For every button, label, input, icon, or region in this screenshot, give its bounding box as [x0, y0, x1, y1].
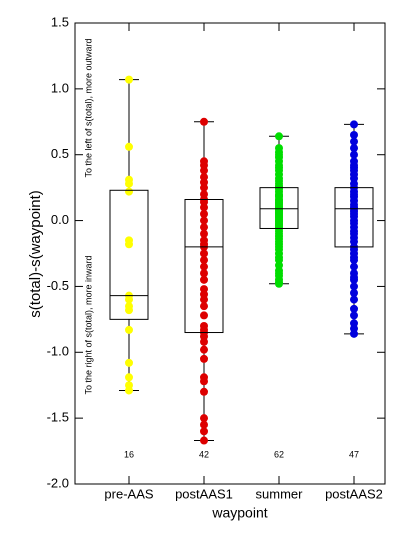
data-point: [200, 256, 208, 265]
data-point: [200, 262, 208, 271]
y-tick-label: -0.5: [47, 278, 69, 293]
data-point: [350, 304, 358, 313]
x-axis-label: waypoint: [211, 505, 267, 521]
data-point: [350, 329, 358, 338]
data-point: [200, 420, 208, 429]
data-point: [350, 311, 358, 320]
data-point: [200, 203, 208, 212]
data-point: [200, 427, 208, 436]
y-tick-label: 0.5: [51, 146, 69, 161]
x-tick-label: summer: [256, 486, 304, 501]
data-point: [350, 130, 358, 139]
data-point: [125, 187, 133, 196]
y-tick-label: 0.0: [51, 212, 69, 227]
count-label: 16: [124, 449, 134, 459]
data-point: [200, 209, 208, 218]
data-point: [200, 183, 208, 192]
data-point: [125, 179, 133, 188]
data-point: [200, 117, 208, 126]
annotation: To the left of s(total), more outward: [83, 38, 93, 177]
data-point: [200, 295, 208, 304]
data-point: [200, 269, 208, 278]
data-point: [125, 373, 133, 382]
data-point: [350, 295, 358, 304]
y-tick-label: 1.5: [51, 14, 69, 29]
data-point: [200, 216, 208, 225]
y-tick-label: -1.0: [47, 344, 69, 359]
data-point: [350, 150, 358, 159]
box: [334, 187, 374, 248]
data-point: [200, 275, 208, 284]
data-point: [125, 295, 133, 304]
data-point: [125, 325, 133, 334]
y-tick-label: 1.0: [51, 80, 69, 95]
box: [184, 198, 224, 334]
data-point: [350, 262, 358, 271]
data-point: [200, 166, 208, 175]
data-point: [275, 279, 283, 288]
box: [259, 187, 299, 229]
data-point: [350, 282, 358, 291]
data-point: [200, 414, 208, 423]
box: [109, 189, 149, 320]
data-point: [350, 289, 358, 298]
data-point: [200, 345, 208, 354]
data-point: [200, 436, 208, 445]
data-point: [200, 387, 208, 396]
data-point: [350, 137, 358, 146]
y-tick-label: -1.5: [47, 410, 69, 425]
data-point: [350, 256, 358, 265]
data-point: [350, 275, 358, 284]
data-point: [200, 354, 208, 363]
count-label: 62: [274, 449, 284, 459]
data-point: [200, 377, 208, 386]
data-point: [125, 142, 133, 151]
y-tick-label: -2.0: [47, 475, 69, 490]
data-point: [200, 229, 208, 238]
data-point: [350, 120, 358, 129]
data-point: [200, 311, 208, 320]
data-point: [125, 240, 133, 249]
x-tick-label: pre-AAS: [104, 486, 153, 501]
annotation: To the right of s(total), more inward: [83, 255, 93, 394]
plot-frame: [74, 22, 386, 485]
data-point: [275, 132, 283, 141]
y-axis-label: s(total)-s(waypoint): [27, 190, 44, 318]
data-point: [125, 75, 133, 84]
data-point: [200, 337, 208, 346]
data-point: [125, 386, 133, 395]
data-point: [200, 302, 208, 311]
data-point: [200, 249, 208, 258]
x-tick-label: postAAS2: [325, 486, 383, 501]
count-label: 42: [199, 449, 209, 459]
data-point: [350, 144, 358, 153]
data-point: [125, 306, 133, 315]
data-point: [200, 223, 208, 232]
data-point: [125, 358, 133, 367]
x-tick-label: postAAS1: [175, 486, 233, 501]
count-label: 47: [349, 449, 359, 459]
